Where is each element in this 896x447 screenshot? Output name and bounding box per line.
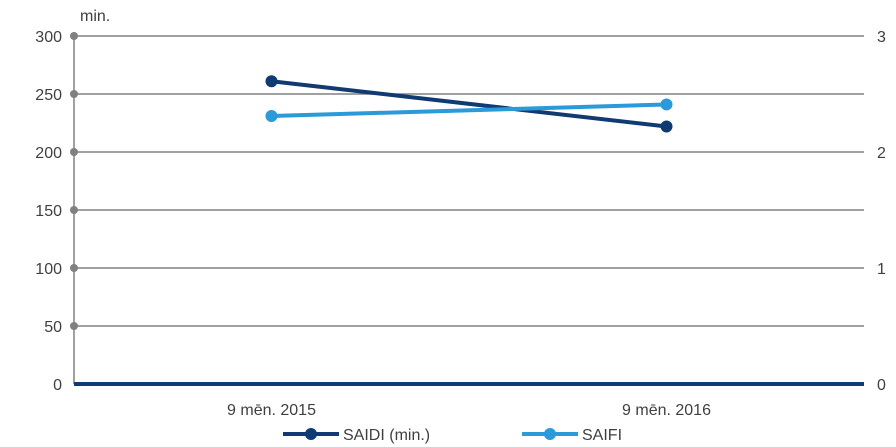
y-right-tick-label-3: 3 <box>877 29 886 46</box>
series-line-0 <box>271 79 667 129</box>
series-lines <box>265 75 673 133</box>
series-line-1 <box>271 102 667 119</box>
series-point-0-1 <box>660 120 673 133</box>
y-left-unit-label: min. <box>80 8 110 25</box>
x-tick-label-1: 9 mēn. 2016 <box>622 402 711 419</box>
gridlines <box>70 32 864 386</box>
y-right-tick-labels: 0 1 2 3 <box>877 29 886 394</box>
y-left-tick-label-50: 50 <box>44 319 62 336</box>
series-point-1-1 <box>660 98 673 111</box>
y-right-tick-label-1: 1 <box>877 261 886 278</box>
y-left-tick-labels: 0 50 100 150 200 250 300 <box>35 29 62 394</box>
legend-marker-0 <box>305 428 317 440</box>
y-left-tick-label-200: 200 <box>35 145 62 162</box>
series-point-0-0 <box>265 75 278 88</box>
y-left-tick-label-100: 100 <box>35 261 62 278</box>
y-left-tick-label-0: 0 <box>53 377 62 394</box>
x-tick-labels: 9 mēn. 2015 9 mēn. 2016 <box>227 402 711 419</box>
legend-marker-1 <box>544 428 556 440</box>
legend-label-0: SAIDI (min.) <box>343 427 430 444</box>
y-left-tick-label-300: 300 <box>35 29 62 46</box>
legend: SAIDI (min.) SAIFI <box>283 427 622 444</box>
y-right-tick-label-2: 2 <box>877 145 886 162</box>
y-right-tick-label-0: 0 <box>877 377 886 394</box>
y-left-tick-label-150: 150 <box>35 203 62 220</box>
series-point-1-0 <box>265 110 278 123</box>
y-left-tick-label-250: 250 <box>35 87 62 104</box>
legend-label-1: SAIFI <box>582 427 622 444</box>
x-tick-label-0: 9 mēn. 2015 <box>227 402 316 419</box>
